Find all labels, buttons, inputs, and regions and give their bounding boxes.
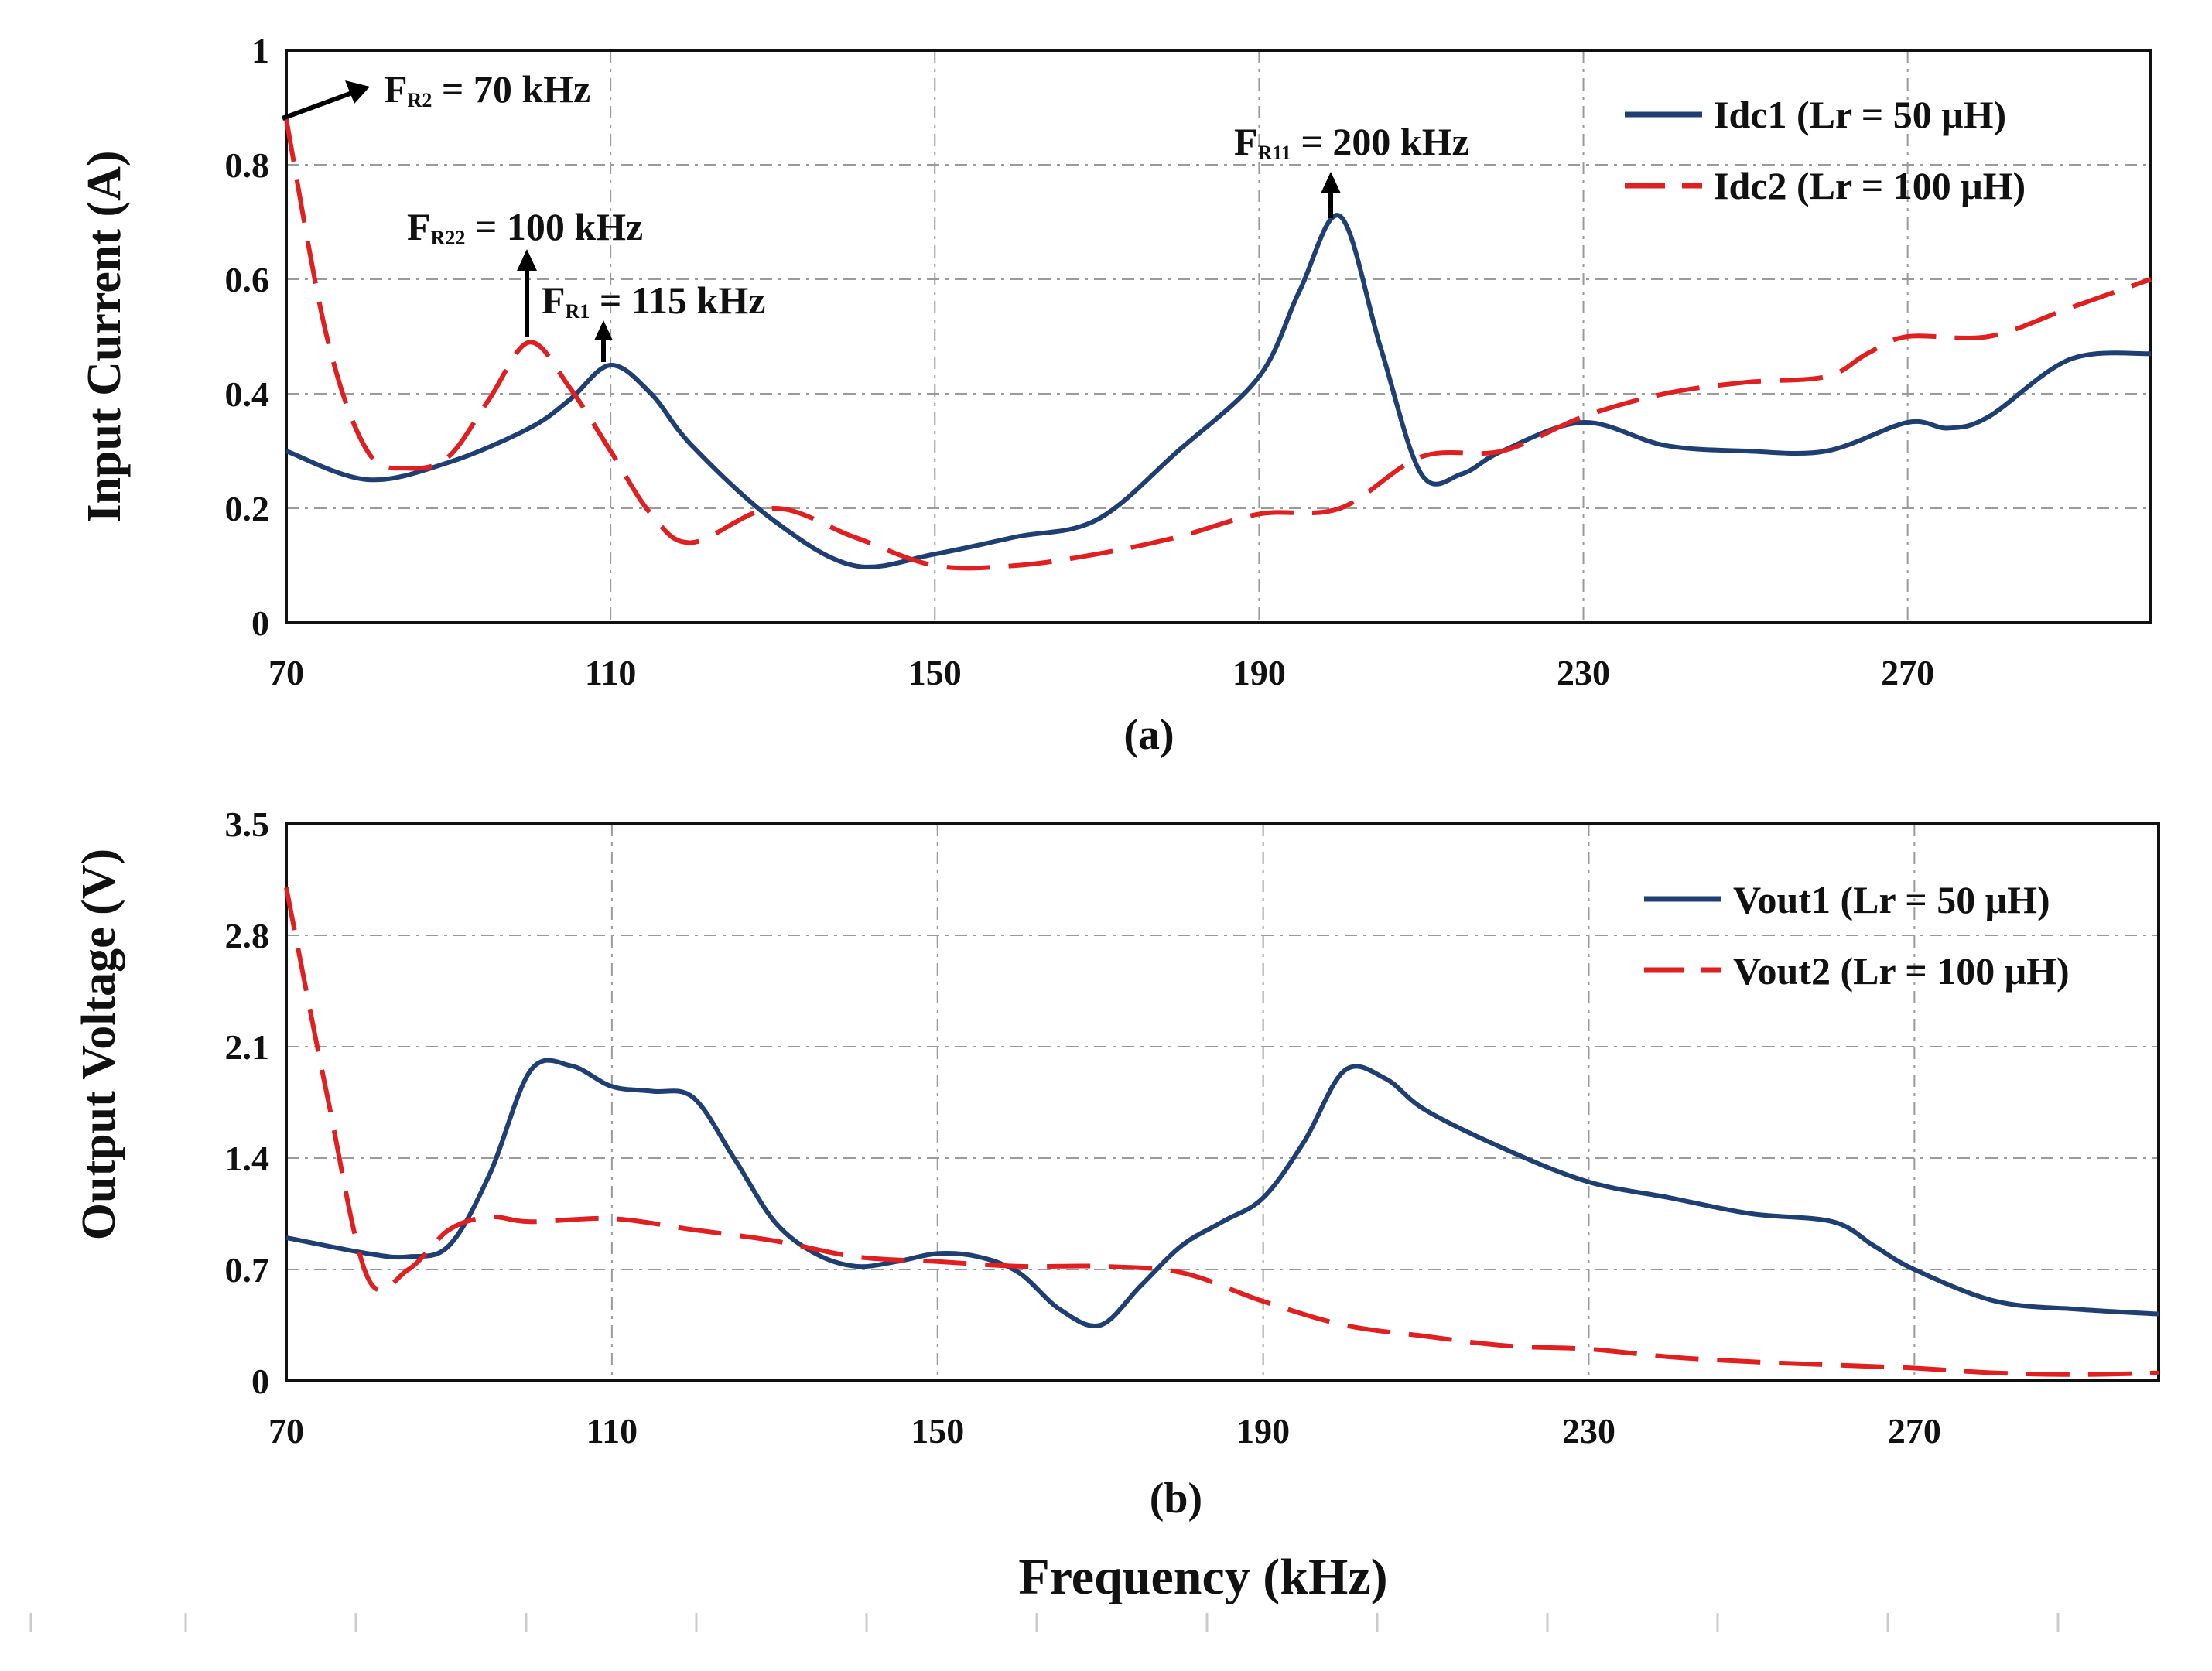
annotation-fr2: FR2 = 70 kHz	[281, 67, 590, 121]
y-tick-label-a: 0.2	[225, 489, 270, 528]
legend-label-vout2: Vout2 (Lr = 100 μH)	[1733, 949, 2070, 993]
y-tick-label-b: 0.7	[225, 1250, 270, 1290]
y-axis-title-a: Input Current (A)	[78, 150, 131, 522]
x-tick-label-b: 110	[586, 1411, 638, 1451]
y-tick-label-b: 2.1	[225, 1027, 270, 1067]
annotation-label-fr11: FR11 = 200 kHz	[1234, 120, 1469, 164]
series-line-a-1	[285, 213, 2152, 569]
y-tick-label-a: 1	[251, 31, 269, 70]
annotation-arrowhead-fr22	[517, 249, 537, 271]
x-tick-label-a: 230	[1557, 653, 1610, 692]
grid-b	[286, 824, 2159, 1381]
series-line-b-2	[284, 887, 2159, 1377]
legend-label-vout1: Vout1 (Lr = 50 μH)	[1733, 878, 2050, 921]
panel-b-output-voltage: 0 0.7 1.4 2.1 2.8 3.5 70 110 150 190 230 270 Output…	[73, 805, 2160, 1605]
annotation-fr11: FR11 = 200 kHz	[1234, 120, 1469, 218]
x-tick-label-b: 230	[1562, 1411, 1615, 1451]
annotation-arrowhead-fr11	[1321, 172, 1341, 193]
bottom-scan-marks	[29, 1613, 2060, 1632]
plot-frame-b	[285, 822, 2160, 1382]
x-tick-label-a: 70	[268, 653, 304, 692]
annotation-label-fr1: FR1 = 115 kHz	[542, 278, 765, 323]
annotation-arrowhead-fr1	[594, 320, 613, 340]
series-lines-a	[284, 118, 2152, 571]
grid-a	[286, 50, 2151, 623]
annotation-arrow-fr2	[281, 91, 354, 121]
y-tick-label-a: 0.8	[225, 145, 270, 185]
y-tick-label-b: 3.5	[225, 805, 270, 844]
annotation-arrowhead-fr2	[345, 80, 370, 104]
x-tick-label-b: 270	[1888, 1411, 1941, 1451]
panel-a-input-current: 0 0.2 0.4 0.6 0.8 1 70 110 150 190 230 270 Input Cu…	[78, 31, 2152, 759]
y-axis-title-b: Output Voltage (V)	[73, 849, 125, 1240]
series-line-a-2	[284, 118, 2152, 571]
x-tick-label-a: 110	[585, 653, 636, 692]
series-lines-b	[284, 887, 2159, 1377]
annotation-label-fr2: FR2 = 70 kHz	[384, 67, 590, 111]
legend-b: Vout1 (Lr = 50 μH) Vout2 (Lr = 100 μH)	[1644, 878, 2070, 993]
y-tick-label-a: 0.6	[225, 260, 270, 299]
x-tick-label-b: 70	[268, 1411, 304, 1451]
x-tick-label-a: 150	[908, 653, 962, 692]
x-axis-title: Frequency (kHz)	[1018, 1549, 1387, 1605]
legend-label-idc2: Idc2 (Lr = 100 μH)	[1714, 164, 2026, 207]
legend-a: Idc1 (Lr = 50 μH) Idc2 (Lr = 100 μH)	[1625, 93, 2026, 207]
x-tick-label-b: 190	[1236, 1411, 1290, 1451]
y-tick-label-b: 0	[251, 1362, 269, 1401]
plot-frame-a	[285, 49, 2152, 624]
legend-label-idc1: Idc1 (Lr = 50 μH)	[1714, 93, 2006, 136]
tick-labels-b: 0 0.7 1.4 2.1 2.8 3.5 70 110 150 190 230 270	[225, 805, 1941, 1451]
annotation-fr22: FR22 = 100 kHz	[407, 205, 643, 337]
tick-labels-a: 0 0.2 0.4 0.6 0.8 1 70 110 150 190 230 270	[225, 31, 1935, 692]
x-tick-label-a: 270	[1881, 653, 1934, 692]
x-tick-label-b: 150	[911, 1411, 964, 1451]
annotation-fr1: FR1 = 115 kHz	[542, 278, 765, 362]
y-tick-label-a: 0	[251, 603, 269, 643]
panel-label-b: (b)	[1150, 1475, 1202, 1522]
y-tick-label-b: 1.4	[225, 1139, 270, 1178]
series-line-b-1	[285, 1058, 2159, 1329]
annotation-label-fr22: FR22 = 100 kHz	[407, 205, 643, 249]
panel-label-a: (a)	[1123, 711, 1174, 759]
x-tick-label-a: 190	[1232, 653, 1286, 692]
y-tick-label-a: 0.4	[225, 374, 270, 414]
y-tick-label-b: 2.8	[225, 916, 270, 955]
